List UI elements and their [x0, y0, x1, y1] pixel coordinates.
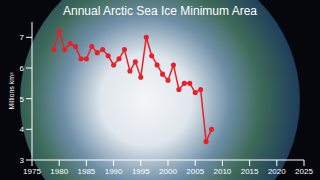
svg-text:1985: 1985 [78, 167, 96, 176]
svg-text:2020: 2020 [268, 167, 286, 176]
svg-text:2000: 2000 [159, 167, 177, 176]
svg-text:1975: 1975 [23, 167, 41, 176]
svg-text:7: 7 [20, 33, 25, 42]
svg-text:Millions km²: Millions km² [8, 72, 15, 110]
svg-text:6: 6 [20, 64, 25, 73]
svg-text:4: 4 [20, 125, 25, 134]
svg-text:3: 3 [20, 156, 25, 165]
svg-text:5: 5 [20, 95, 25, 104]
svg-text:2010: 2010 [214, 167, 232, 176]
svg-text:1995: 1995 [132, 167, 150, 176]
html-text:Annual Arctic Sea Ice Minimum: Annual Arctic Sea Ice Minimum Area [63, 4, 257, 18]
svg-text:2015: 2015 [241, 167, 259, 176]
svg-text:1980: 1980 [50, 167, 68, 176]
svg-text:2005: 2005 [186, 167, 204, 176]
svg-text:1990: 1990 [105, 167, 123, 176]
svg-text:2025: 2025 [295, 167, 312, 176]
